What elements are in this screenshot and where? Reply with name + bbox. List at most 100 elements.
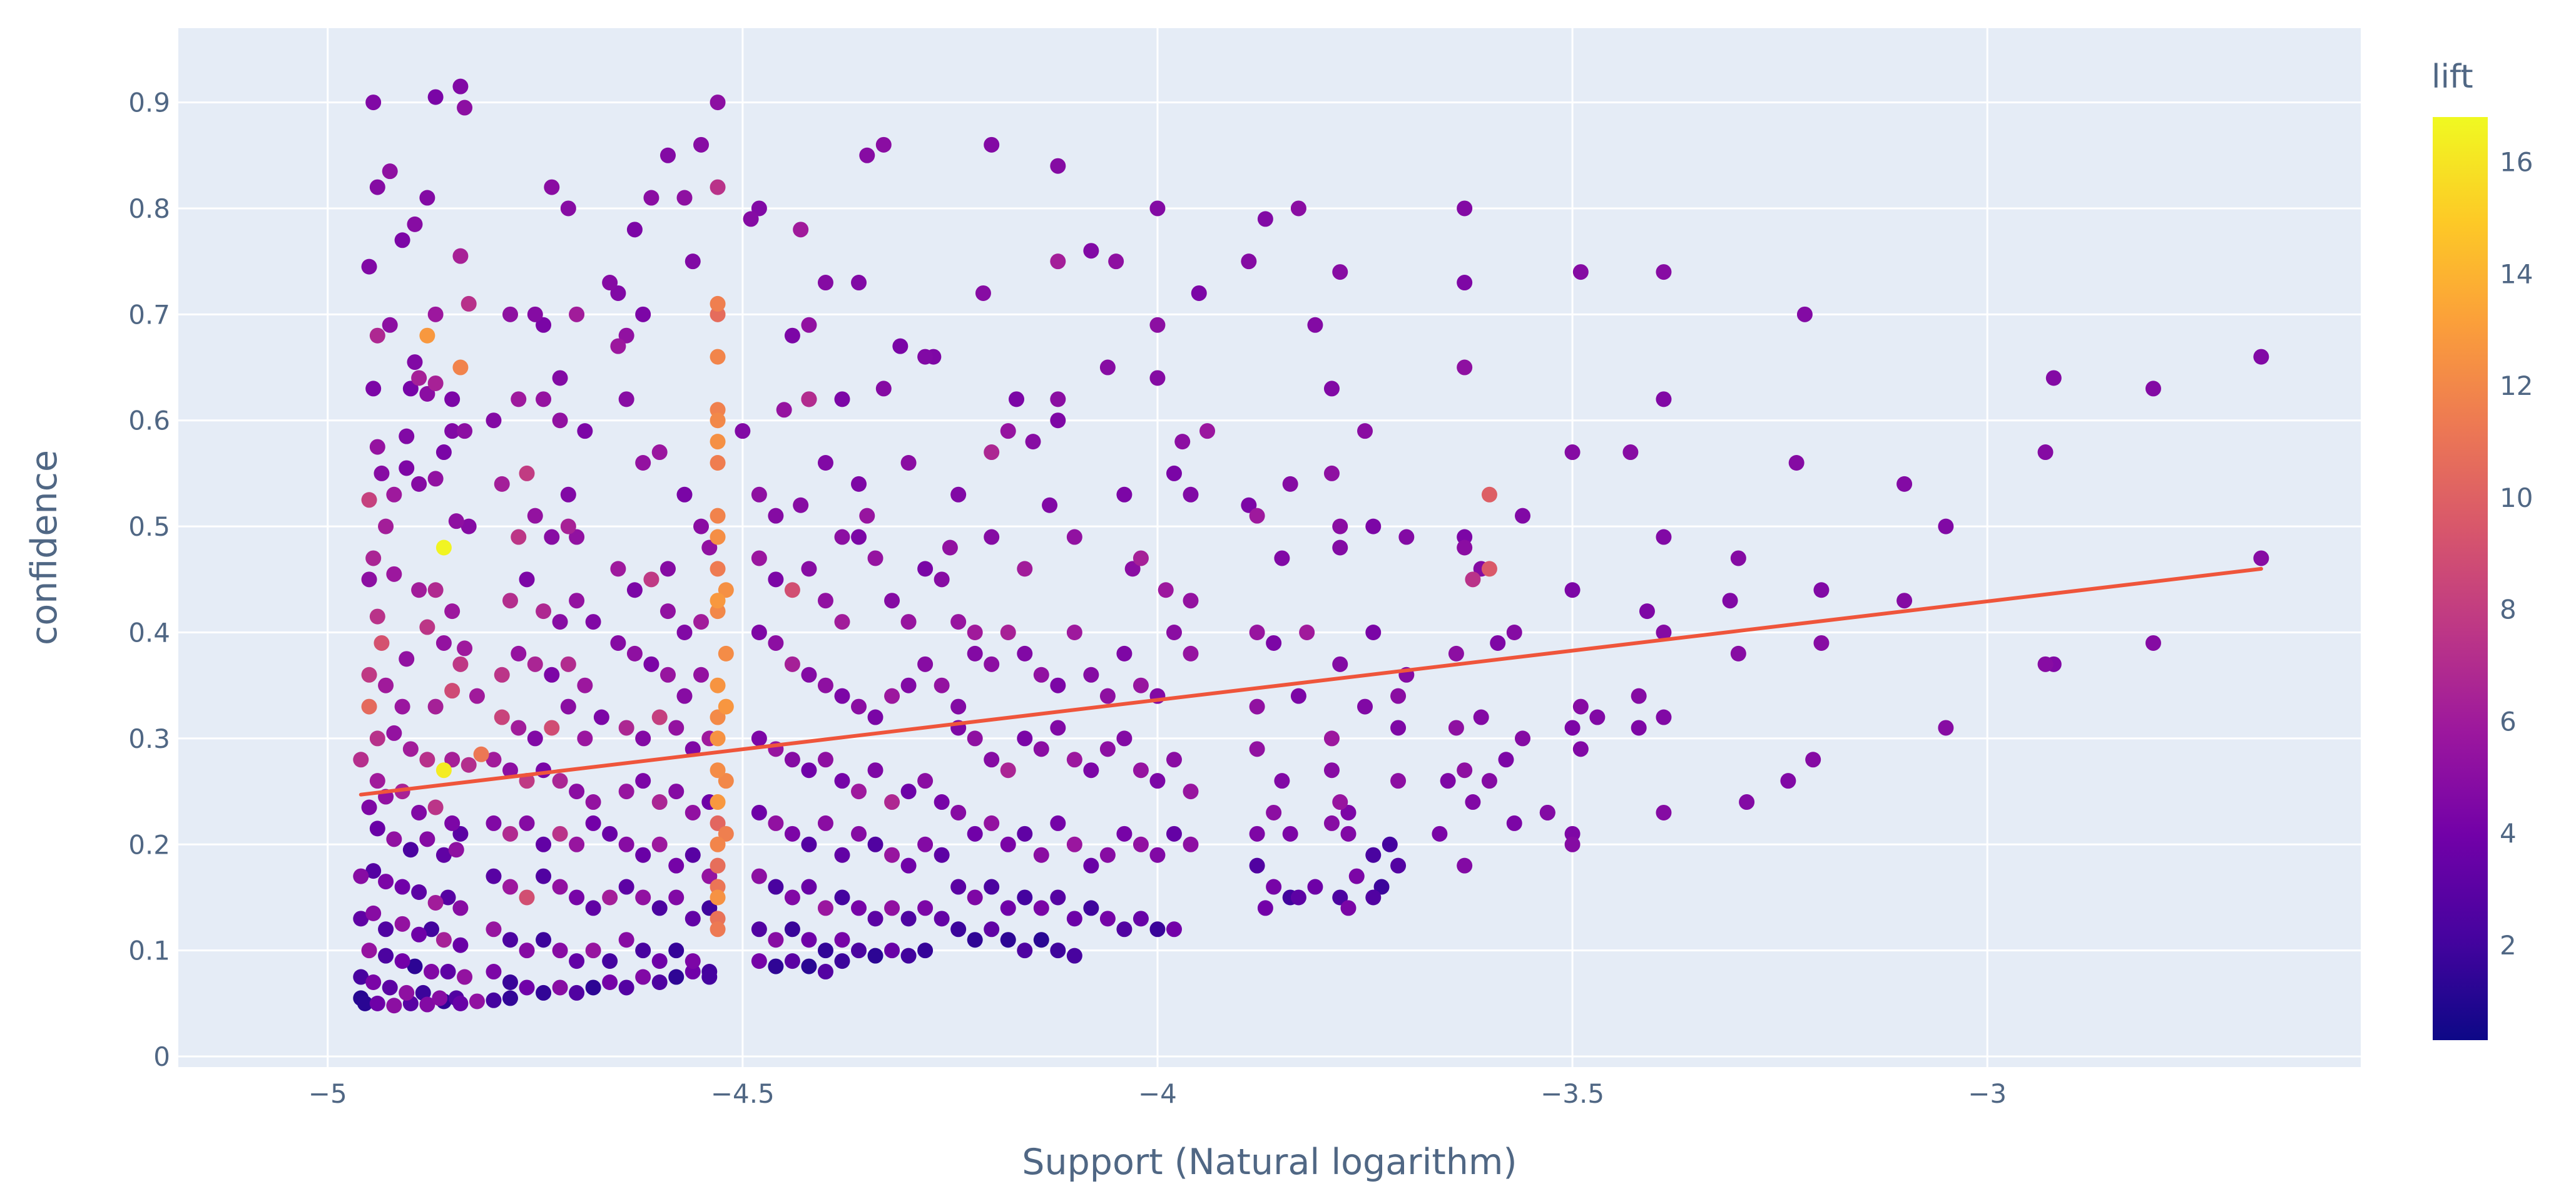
data-point <box>444 752 461 768</box>
data-point <box>1000 900 1016 916</box>
colorbar-tick-label: 8 <box>2500 595 2517 625</box>
data-point <box>394 232 410 248</box>
data-point <box>851 275 867 291</box>
data-point <box>1083 900 1099 916</box>
data-point <box>817 275 833 291</box>
data-point <box>2037 444 2054 461</box>
data-point <box>527 656 543 672</box>
y-axis-title: confidence <box>24 450 65 645</box>
data-point <box>618 720 634 736</box>
data-point <box>552 773 568 789</box>
data-point <box>494 709 510 725</box>
data-point <box>651 709 668 725</box>
data-point <box>407 216 423 232</box>
data-point <box>817 900 833 916</box>
data-point <box>1000 625 1016 641</box>
data-point <box>432 990 448 1006</box>
data-point <box>934 571 950 588</box>
data-point <box>967 645 983 662</box>
data-point <box>751 200 767 217</box>
data-point <box>452 900 469 916</box>
data-point <box>618 979 634 996</box>
data-point <box>552 370 568 386</box>
data-point <box>369 773 385 789</box>
y-tick-label: 0.5 <box>128 511 170 542</box>
y-tick-label: 0.9 <box>128 88 170 118</box>
data-point <box>1515 730 1531 747</box>
data-point <box>1282 825 1298 842</box>
data-point <box>452 937 469 953</box>
data-point <box>784 582 800 598</box>
data-point <box>569 836 585 852</box>
data-point <box>1149 200 1166 217</box>
plot-background <box>178 28 2361 1067</box>
data-point <box>801 762 817 779</box>
data-point <box>448 842 464 858</box>
data-point <box>1348 868 1365 884</box>
data-point <box>1813 635 1830 651</box>
data-point <box>2253 550 2269 566</box>
data-point <box>1033 900 1049 916</box>
data-point <box>519 943 535 959</box>
data-point <box>369 730 385 747</box>
data-point <box>1008 391 1024 407</box>
data-point <box>511 645 527 662</box>
data-point <box>1788 454 1805 471</box>
data-point <box>701 900 718 916</box>
data-point <box>1066 625 1082 641</box>
data-point <box>1099 741 1116 757</box>
data-point <box>635 730 651 747</box>
data-point <box>693 136 710 153</box>
colorbar-tick-label: 14 <box>2500 258 2533 289</box>
data-point <box>859 147 875 163</box>
data-point <box>435 762 452 779</box>
data-point <box>452 78 469 95</box>
data-point <box>751 804 767 820</box>
data-point <box>1938 720 1954 736</box>
data-point <box>884 847 900 863</box>
data-point <box>710 593 726 609</box>
data-point <box>784 889 800 906</box>
data-point <box>365 381 382 397</box>
data-point <box>1440 773 1456 789</box>
data-point <box>668 720 685 736</box>
data-point <box>1390 857 1407 874</box>
data-point <box>1340 825 1357 842</box>
data-point <box>552 979 568 996</box>
data-point <box>419 386 435 402</box>
data-point <box>1241 497 1257 513</box>
data-point <box>851 825 867 842</box>
data-point <box>585 614 601 630</box>
data-point <box>801 391 817 407</box>
data-point <box>552 614 568 630</box>
data-point <box>411 926 427 943</box>
data-point <box>1323 730 1340 747</box>
data-point <box>386 486 402 503</box>
data-point <box>1373 879 1390 895</box>
data-point <box>1457 539 1473 556</box>
data-point <box>494 476 510 492</box>
y-tick-label: 0.7 <box>128 299 170 330</box>
data-point <box>784 921 800 938</box>
data-point <box>984 879 1000 895</box>
data-point <box>1083 243 1099 259</box>
data-point <box>1017 645 1033 662</box>
data-point <box>2253 349 2269 365</box>
data-point <box>502 974 518 990</box>
data-point <box>817 677 833 693</box>
data-point <box>967 889 983 906</box>
data-point <box>851 943 867 959</box>
data-point <box>519 815 535 831</box>
data-point <box>793 497 809 513</box>
data-point <box>892 338 909 354</box>
data-point <box>967 730 983 747</box>
data-point <box>710 412 726 429</box>
data-point <box>668 857 685 874</box>
data-point <box>1564 720 1581 736</box>
data-point <box>1000 836 1016 852</box>
data-point <box>900 454 917 471</box>
data-point <box>1323 465 1340 481</box>
data-point <box>1332 889 1348 906</box>
data-point <box>394 916 410 932</box>
data-point <box>1000 423 1016 439</box>
